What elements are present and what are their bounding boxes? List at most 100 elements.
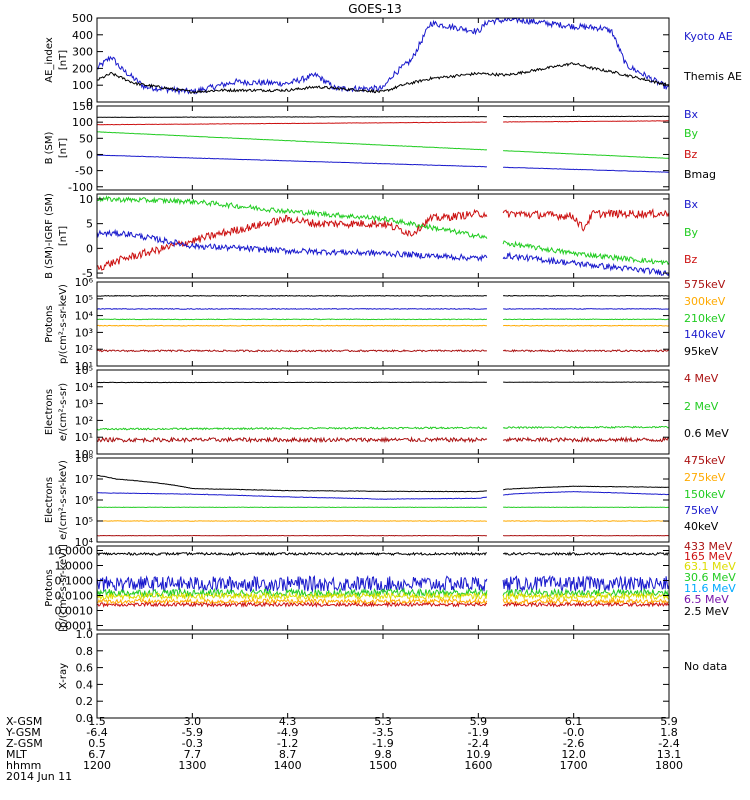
series-line-95kev [96, 294, 670, 297]
ephemeris-value: 1300 [178, 759, 206, 772]
ephemeris-row-label: Y-GSM [5, 726, 41, 739]
ephemeris-value: 1.5 [88, 715, 106, 728]
ephemeris-value: 1.8 [660, 726, 678, 739]
series-line-themis-ae [96, 62, 670, 94]
y-axis-label: Electrons [44, 389, 55, 435]
legend-entry: Bx [684, 108, 699, 121]
ephemeris-value: -1.2 [277, 737, 298, 750]
y-tick-label: 200 [72, 62, 93, 75]
legend-entry: Bz [684, 253, 698, 266]
y-tick-label: 0.0001 [55, 619, 94, 632]
legend-entry: 0.6 MeV [684, 427, 729, 440]
y-tick-label: 10⁵ [75, 515, 93, 528]
y-tick-label: 10⁴ [75, 381, 94, 394]
legend-entry: 75keV [684, 504, 719, 517]
legend-entry: 30.6 MeV [684, 571, 736, 584]
y-tick-label: 1.0000 [55, 560, 94, 573]
series-line-bmag [96, 115, 669, 118]
y-axis-label: B (SM)-IGRF (SM) [44, 193, 55, 279]
y-tick-label: 10³ [75, 326, 93, 339]
y-axis-label: p/(cm²-s-sr-keV) [58, 284, 69, 364]
legend-entry: 433 MeV [684, 540, 733, 553]
series-line-by [96, 131, 670, 159]
ephemeris-value: 5.9 [470, 715, 488, 728]
y-tick-label: 0.2 [76, 695, 94, 708]
y-tick-label: 0 [86, 148, 93, 161]
ephemeris-row-label: Z-GSM [6, 737, 43, 750]
legend-entry: 210keV [684, 312, 726, 325]
ephemeris-value: 10.9 [466, 748, 491, 761]
y-axis-label: AE_index [44, 37, 55, 83]
legend-entry: 40keV [684, 520, 719, 533]
series-line-40kev [97, 475, 669, 493]
ephemeris-value: 1400 [274, 759, 302, 772]
ephemeris-value: 8.7 [279, 748, 297, 761]
y-tick-label: 400 [72, 29, 93, 42]
legend-entry: Bx [684, 198, 699, 211]
y-tick-label: 10² [75, 343, 93, 356]
y-axis-label: [p/(cm²-s-sr-keV)] [58, 544, 69, 632]
legend-entry: 2 MeV [684, 400, 719, 413]
series-line-300kev [96, 324, 670, 327]
legend-entry: Kyoto AE [684, 30, 733, 43]
y-tick-label: 10 [79, 193, 93, 206]
series-line-575kev [96, 349, 669, 353]
panel-b_igrf: -5 0 5 10 B (SM)-IGRF (SM) [nT] Bx By Bz [44, 193, 699, 280]
ephemeris-row-label: MLT [6, 748, 27, 761]
panel-electrons_mev: 10⁰ 10¹ 10² 10³ 10⁴ 10⁵ Electrons e/(cm²-s-sr) 4… [44, 364, 729, 461]
y-tick-label: 10¹ [75, 360, 93, 373]
series-line-0-6-mev [96, 381, 670, 384]
series-line-165-mev [96, 597, 670, 606]
series-line-75kev [97, 490, 670, 500]
series-line-30-6-mev [96, 587, 670, 599]
ephemeris-value: 1500 [369, 759, 397, 772]
ephemeris-value: -3.5 [372, 726, 393, 739]
y-tick-label: 5 [86, 218, 93, 231]
ephemeris-value: -2.4 [468, 737, 489, 750]
ephemeris-value: 3.0 [184, 715, 202, 728]
y-tick-label: 10⁵ [75, 293, 93, 306]
ephemeris-value: 4.3 [279, 715, 297, 728]
ephemeris-value: -4.9 [277, 726, 298, 739]
y-tick-label: 50 [79, 132, 93, 145]
ephemeris-value: 1200 [83, 759, 111, 772]
series-line-by [96, 195, 670, 266]
y-tick-label: 10.0000 [48, 545, 94, 558]
ephemeris-value: -2.6 [563, 737, 584, 750]
ephemeris-value: -0.3 [182, 737, 203, 750]
y-tick-label: 10⁵ [75, 364, 93, 377]
y-axis-label: Protons [44, 569, 55, 606]
ephemeris-value: 1600 [464, 759, 492, 772]
y-tick-label: -5 [82, 267, 93, 280]
legend-entry: 4 MeV [684, 372, 719, 385]
legend-entry: 275keV [684, 471, 726, 484]
legend-entry: 575keV [684, 278, 726, 291]
ephemeris-value: -1.9 [468, 726, 489, 739]
plot-title: GOES-13 [348, 2, 402, 16]
y-tick-label: 10⁷ [75, 473, 93, 486]
y-tick-label: 0.0100 [55, 589, 94, 602]
series-line-63-1-mev [96, 591, 670, 602]
series-line-bz [96, 120, 669, 126]
y-tick-label: 0.0010 [55, 604, 94, 617]
series-line-2-5-mev [96, 551, 670, 557]
y-axis-label: e/(cm²-s-sr-keV) [58, 460, 69, 540]
series-line-2-mev [96, 425, 670, 431]
ephemeris-value: 7.7 [184, 748, 202, 761]
ephemeris-value: -6.4 [86, 726, 107, 739]
legend-entry: 475keV [684, 454, 726, 467]
series-line-140kev [96, 308, 670, 310]
legend-entry: 140keV [684, 328, 726, 341]
y-tick-label: 10⁶ [75, 276, 94, 289]
y-tick-label: 100 [72, 116, 93, 129]
y-tick-label: 0 [86, 242, 93, 255]
ephemeris-value: -5.9 [182, 726, 203, 739]
y-tick-label: 500 [72, 12, 93, 25]
y-tick-label: 0.0 [76, 712, 94, 725]
panel-xray: 0.0 0.2 0.4 0.6 0.8 1.0 X-ray No data [58, 628, 727, 725]
y-axis-label: [nT] [58, 138, 69, 158]
series-line-210kev [96, 318, 670, 321]
ephemeris-value: 1700 [560, 759, 588, 772]
legend-entry: No data [684, 660, 727, 673]
